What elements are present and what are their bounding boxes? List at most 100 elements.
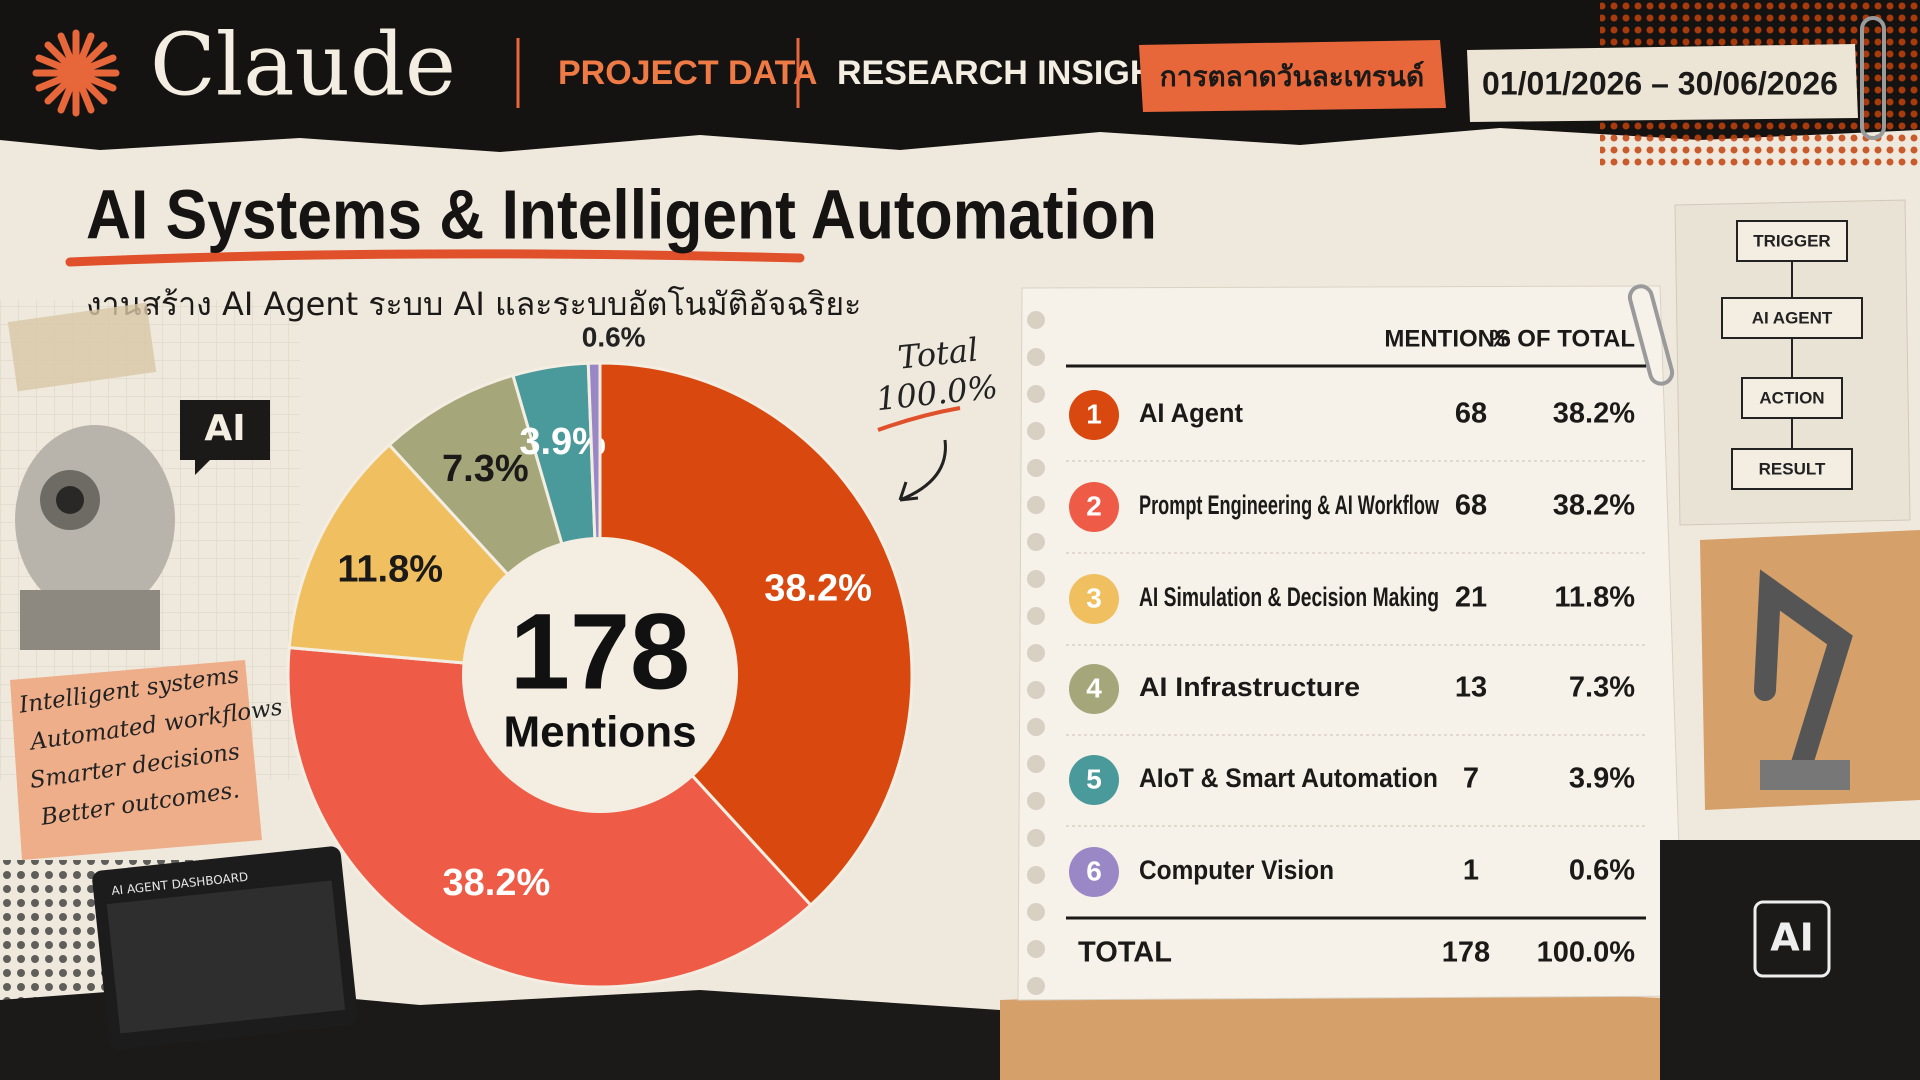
hole: [1027, 866, 1045, 884]
data-label: 38.2%: [764, 567, 872, 609]
flow-label: TRIGGER: [1753, 231, 1830, 250]
hole: [1027, 348, 1045, 366]
table-panel: [1017, 285, 1685, 1001]
share: 7.3%: [1569, 672, 1635, 704]
total-mentions: 178: [1442, 937, 1490, 969]
hole: [1027, 533, 1045, 551]
donut-hole: [462, 537, 738, 813]
brand: Claude: [150, 16, 456, 116]
tape: [7, 302, 157, 392]
hole: [1027, 422, 1045, 440]
mentions: 68: [1455, 490, 1487, 522]
ai-bubble: [180, 400, 270, 475]
share: 0.6%: [1569, 855, 1635, 887]
robot-arm-panel: [1700, 530, 1920, 810]
data-label: 7.3%: [442, 448, 529, 490]
date-box: [1467, 44, 1858, 122]
total-share: 100.0%: [1537, 937, 1636, 969]
hole: [1027, 755, 1045, 773]
annotation-arrow: [898, 439, 947, 502]
flow-box: [1731, 448, 1853, 490]
rank: 6: [1086, 855, 1102, 886]
column-header: MENTIONS: [1384, 325, 1511, 352]
ai-chip: [1753, 900, 1831, 978]
rank: 2: [1086, 490, 1102, 521]
hole: [1027, 459, 1045, 477]
paper-clip: [1627, 284, 1675, 386]
mentions: 21: [1455, 582, 1487, 614]
mentions: 13: [1455, 672, 1487, 704]
date-range: 01/01/2026 – 30/06/2026: [1482, 65, 1838, 101]
paper-clip: [1860, 16, 1886, 140]
rank-badge: [1069, 664, 1119, 714]
share: 3.9%: [1569, 763, 1635, 795]
center-value: 178: [510, 591, 690, 712]
hole: [1027, 644, 1045, 662]
rank: 3: [1086, 582, 1102, 613]
ai-bubble-text: AI: [204, 408, 245, 449]
hole: [1027, 792, 1045, 810]
hole: [1027, 496, 1045, 514]
rank-badge: [1069, 755, 1119, 805]
rank-badge: [1069, 574, 1119, 624]
rank: 5: [1086, 763, 1102, 794]
category-name: Prompt Engineering & AI Workflow: [1139, 490, 1440, 520]
table: MENTIONS% OF TOTAL 1 AI Agent 68 38.2% 2 Promp…: [1066, 325, 1646, 969]
rank-badge: [1069, 390, 1119, 440]
category-name: AI Agent: [1139, 398, 1243, 428]
rank-badge: [1069, 847, 1119, 897]
flow-label: RESULT: [1759, 459, 1826, 478]
hole: [1027, 718, 1045, 736]
header-band: [0, 0, 1920, 152]
nav-item[interactable]: RESEARCH INSIGHT: [837, 54, 1175, 92]
notebook-holes: [1027, 311, 1045, 995]
hole: [1027, 829, 1045, 847]
hole: [1027, 570, 1045, 588]
flow-label: AI AGENT: [1752, 308, 1833, 327]
hole: [1027, 385, 1045, 403]
column-header: % OF TOTAL: [1489, 325, 1635, 352]
robot-arm: [1754, 569, 1853, 790]
donut-chart: 38.2%38.2%11.8%7.3%3.9%0.6%: [286, 321, 914, 989]
flow-diagram: TRIGGER AI AGENT ACTION RESULT: [1721, 220, 1863, 490]
center-label: Mentions: [503, 708, 696, 757]
share: 38.2%: [1553, 490, 1635, 522]
total-label: TOTAL: [1078, 937, 1172, 969]
share: 38.2%: [1553, 398, 1635, 430]
annotation-underline: [877, 406, 961, 432]
rank-badge: [1069, 482, 1119, 532]
robot-head: [15, 425, 175, 650]
data-label: 11.8%: [337, 548, 443, 590]
data-label: 0.6%: [582, 321, 646, 352]
flow-label: ACTION: [1759, 388, 1824, 407]
flow-box: [1721, 297, 1863, 339]
hole: [1027, 977, 1045, 995]
mentions: 7: [1463, 763, 1479, 795]
hole: [1027, 940, 1045, 958]
rank: 1: [1086, 398, 1102, 429]
tag: การตลาดวันละเทรนด์: [1160, 60, 1424, 93]
hole: [1027, 607, 1045, 625]
tag-box: [1139, 40, 1446, 112]
nav-item[interactable]: PROJECT DATA: [558, 54, 817, 92]
hole: [1027, 311, 1045, 329]
category-name: AI Infrastructure: [1139, 672, 1360, 702]
annotation-line: Total: [896, 330, 980, 376]
share: 11.8%: [1554, 582, 1635, 614]
category-name: Computer Vision: [1139, 855, 1334, 885]
rank: 4: [1086, 672, 1102, 703]
title-underline: [65, 249, 805, 267]
category-name: AIoT & Smart Automation: [1139, 763, 1438, 793]
dashboard-monitor: [92, 846, 358, 1050]
hole: [1027, 903, 1045, 921]
mentions: 1: [1463, 855, 1479, 887]
title: AI Systems & Intelligent Automation: [86, 175, 1157, 253]
ai-chip-text: AI: [1770, 916, 1814, 960]
subtitle: งานสร้าง AI Agent ระบบ AI และระบบอัตโนมั…: [86, 285, 861, 323]
hole: [1027, 681, 1045, 699]
logo-mark: [32, 29, 120, 117]
category-name: AI Simulation & Decision Making: [1139, 582, 1439, 612]
note-paper: [10, 660, 262, 860]
